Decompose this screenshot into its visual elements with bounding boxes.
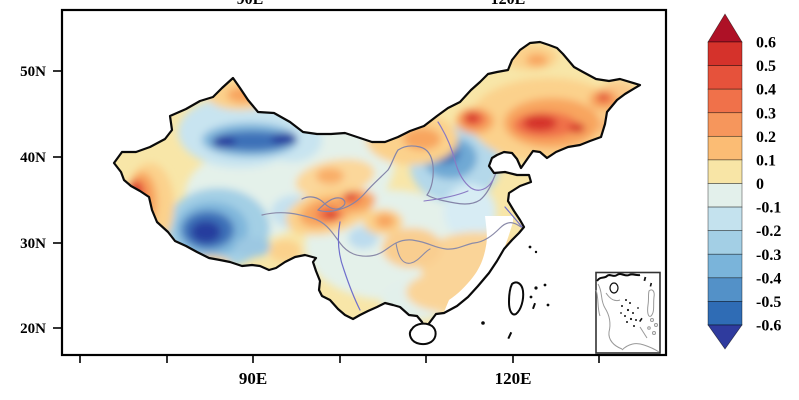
colorbar-segment	[707, 88, 743, 114]
lat-tick-label: 50N	[20, 64, 46, 80]
colorbar: 0.6 0.5 0.4 0.3 0.2 0.1 0 -0.1 -0.2 -0.3 -0.4 -0.5 -…	[707, 13, 781, 350]
colorbar-level-label: 0	[756, 176, 764, 193]
colorbar-level-label: 0.1	[756, 152, 776, 169]
lat-tick-label: 40N	[20, 150, 46, 166]
colorbar-level-label: 0.6	[756, 35, 776, 52]
lon-top-label: 90E	[237, 0, 264, 8]
yangtze-south-branch	[395, 242, 431, 264]
colorbar-level-label: 0.3	[756, 105, 776, 122]
colorbar-level-label: 0.4	[756, 82, 776, 99]
colorbar-segment	[707, 65, 743, 90]
taiwan-island	[507, 281, 525, 316]
colorbar-segment	[707, 301, 743, 326]
lat-tick-label: 30N	[20, 236, 46, 252]
inset-coastlines	[595, 283, 660, 353]
colorbar-triangle-top	[707, 13, 743, 43]
yangtze-river	[261, 212, 522, 257]
colorbar-level-label: 0.5	[756, 58, 776, 75]
colorbar-segment	[707, 41, 743, 66]
jinsha-river	[337, 221, 361, 311]
colorbar-level-label: -0.2	[756, 223, 781, 240]
liao-river	[437, 121, 494, 191]
axis-labels: 50N 40N 30N 20N 90E 120E 90E 120E	[20, 0, 531, 388]
colorbar-level-label: -0.4	[756, 270, 781, 287]
hai-river	[423, 190, 469, 202]
plot-frame	[60, 8, 668, 357]
hainan-island	[408, 322, 437, 346]
colorbar-level-label: -0.3	[756, 247, 781, 264]
colorbar-segment	[707, 135, 743, 161]
lower-yangtze-segment	[504, 206, 523, 228]
anomaly-shading	[114, 42, 640, 329]
colorbar-triangle-bottom	[707, 324, 743, 350]
rivers	[261, 121, 523, 311]
colorbar-segment	[707, 253, 743, 279]
inset-islands	[620, 276, 653, 327]
colorbar-segment	[707, 112, 743, 137]
lon-top-label: 120E	[491, 0, 526, 8]
colorbar-level-label: 0.2	[756, 129, 776, 146]
inset-hainan	[609, 282, 619, 294]
coastal-islets	[481, 245, 550, 340]
lon-tick-label: 90E	[239, 369, 267, 388]
colorbar-segment	[707, 277, 743, 302]
yellow-river	[301, 145, 497, 213]
inset-china-coast	[596, 273, 641, 282]
colorbar-segment	[707, 183, 743, 208]
colorbar-segment	[707, 159, 743, 184]
lat-tick-label: 20N	[20, 321, 46, 337]
no-data-region	[444, 216, 513, 312]
lon-tick-label: 120E	[495, 369, 532, 388]
inset-south-china-sea	[595, 271, 661, 354]
colorbar-level-label: -0.6	[756, 318, 781, 335]
colorbar-segment	[707, 206, 743, 232]
colorbar-level-label: -0.5	[756, 294, 781, 311]
colorbar-segment	[707, 230, 743, 255]
colorbar-level-label: -0.1	[756, 200, 781, 217]
axis-ticks	[53, 70, 600, 363]
